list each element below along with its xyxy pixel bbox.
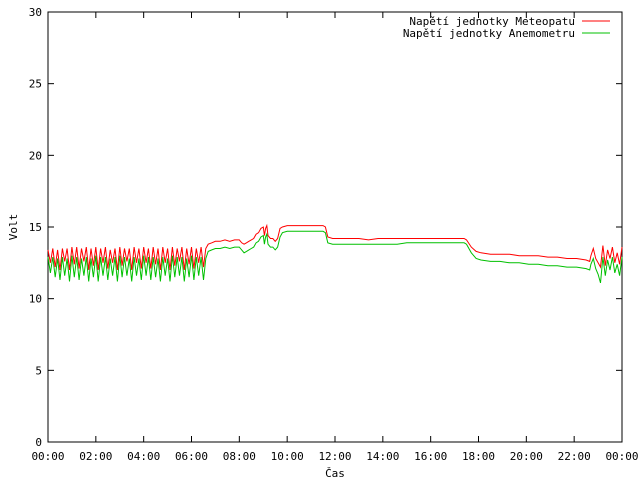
x-tick-label: 20:00 [510,450,543,463]
plot-frame [47,11,623,443]
x-tick-label: 04:00 [127,450,160,463]
x-tick-label: 22:00 [558,450,591,463]
legend-label-series-0: Napětí jednotky Meteopatu [409,15,575,28]
y-axis-label: Volt [7,214,20,241]
y-tick-label: 25 [29,78,42,91]
series-line-0 [47,223,623,271]
x-axis-label: Čas [325,467,345,480]
y-tick-label: 5 [35,364,42,377]
y-axis: 0 5 10 15 20 25 30 [29,6,622,449]
x-tick-label: 00:00 [31,450,64,463]
x-tick-label: 00:00 [605,450,638,463]
x-axis: 00:00 02:00 04:00 06:00 08:00 10:00 12:00 14:00… [31,12,639,463]
x-tick-label: 14:00 [366,450,399,463]
x-tick-label: 02:00 [79,450,112,463]
x-tick-label: 10:00 [271,450,304,463]
x-tick-label: 18:00 [462,450,495,463]
y-tick-label: 10 [29,293,42,306]
x-tick-label: 12:00 [318,450,351,463]
y-tick-label: 15 [29,221,42,234]
legend: Napětí jednotky Meteopatu Napětí jednotk… [403,15,610,40]
y-tick-label: 30 [29,6,42,19]
x-tick-label: 16:00 [414,450,447,463]
series-layer [47,223,623,284]
y-tick-label: 20 [29,149,42,162]
legend-label-series-1: Napětí jednotky Anemometru [403,27,575,40]
x-tick-label: 08:00 [223,450,256,463]
y-tick-label: 0 [35,436,42,449]
series-line-1 [47,230,623,284]
x-tick-label: 06:00 [175,450,208,463]
